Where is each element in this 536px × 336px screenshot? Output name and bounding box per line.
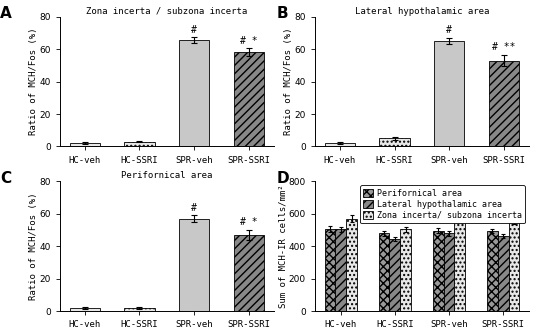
Title: Zona incerta / subzona incerta: Zona incerta / subzona incerta [86,7,248,16]
Bar [234,52,264,146]
Bar [336,229,346,311]
Bar [179,218,210,311]
Bar [509,221,519,311]
Y-axis label: Ratio of MCH/Fos (%): Ratio of MCH/Fos (%) [29,28,38,135]
Bar [379,138,410,146]
Bar [346,218,357,311]
Y-axis label: Ratio of MCH/Fos (%): Ratio of MCH/Fos (%) [29,193,38,300]
Bar [487,231,498,311]
Y-axis label: Ratio of MCH/Fos (%): Ratio of MCH/Fos (%) [284,28,293,135]
Bar [124,308,154,311]
Bar [390,239,400,311]
Bar [234,235,264,311]
Bar [70,143,100,146]
Bar [444,233,455,311]
Bar [325,143,355,146]
Bar [378,233,390,311]
Bar [124,142,154,146]
Text: D: D [276,171,289,186]
Text: # **: # ** [493,42,516,52]
Bar [179,40,210,146]
Bar [455,218,465,311]
Bar [325,229,336,311]
Text: # *: # * [240,36,258,46]
Title: Perifornical area: Perifornical area [121,171,213,180]
Bar [489,60,519,146]
Y-axis label: Sum of MCH-IR cells/mm²: Sum of MCH-IR cells/mm² [278,184,287,308]
Text: A: A [0,6,12,22]
Title: Lateral hypothalamic area: Lateral hypothalamic area [355,7,489,16]
Bar [434,41,465,146]
Text: #: # [191,203,197,213]
Text: #: # [446,26,452,35]
Bar [400,229,411,311]
Text: B: B [276,6,288,22]
Legend: Perifornical area, Lateral hypothalamic area, Zona incerta/ subzona incerta: Perifornical area, Lateral hypothalamic … [360,185,525,223]
Text: #: # [191,25,197,35]
Text: # *: # * [240,217,258,227]
Bar [498,236,509,311]
Bar [70,308,100,311]
Bar [433,231,444,311]
Text: C: C [0,171,11,186]
